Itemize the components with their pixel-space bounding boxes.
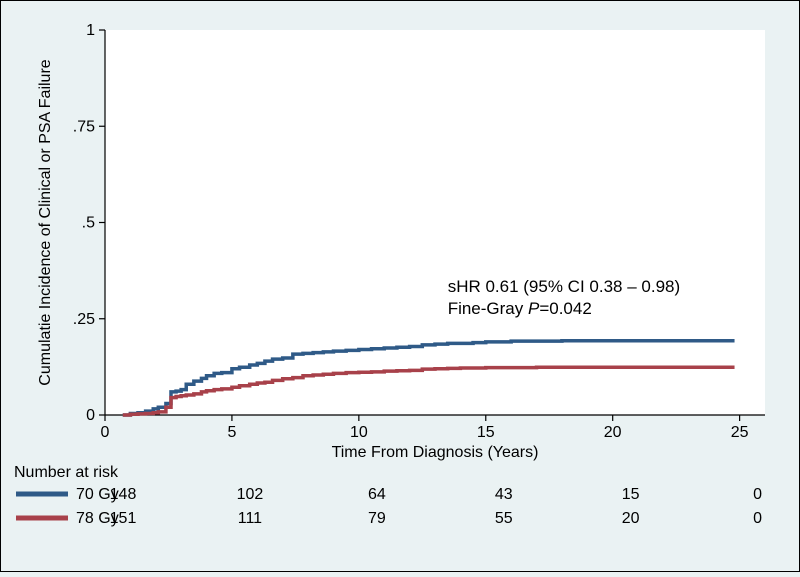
y-tick-label: .5 [82,215,95,232]
annotation-text: Fine-Gray P=0.042 [448,299,592,318]
risk-table-value: 0 [753,486,762,503]
y-tick-label: 0 [86,407,95,424]
y-tick-label: .75 [73,118,95,135]
risk-table-value: 151 [110,510,137,527]
chart-container: 0.25.5.7510510152025Time From Diagnosis … [0,0,800,572]
x-axis-label: Time From Diagnosis (Years) [332,444,539,461]
x-tick-label: 5 [227,424,236,441]
x-tick-label: 25 [731,424,749,441]
x-tick-label: 10 [350,424,368,441]
risk-table-value: 55 [495,510,513,527]
x-tick-label: 0 [101,424,110,441]
risk-table-value: 20 [622,510,640,527]
risk-table-value: 148 [110,486,137,503]
risk-table-value: 102 [237,486,264,503]
plot-bg [105,30,765,415]
risk-table-value: 79 [368,510,386,527]
x-tick-label: 20 [604,424,622,441]
risk-table-value: 15 [622,486,640,503]
risk-table-value: 64 [368,486,386,503]
chart-svg: 0.25.5.7510510152025Time From Diagnosis … [0,0,800,572]
risk-table-value: 43 [495,486,513,503]
risk-table-title: Number at risk [14,464,119,481]
y-tick-label: .25 [73,311,95,328]
y-tick-label: 1 [86,22,95,39]
risk-table-value: 0 [753,510,762,527]
y-axis-label: Cumulatie Incidence of Clinical or PSA F… [37,59,54,385]
x-tick-label: 15 [477,424,495,441]
annotation-text: sHR 0.61 (95% CI 0.38 – 0.98) [448,277,680,296]
risk-table-value: 111 [238,510,262,527]
